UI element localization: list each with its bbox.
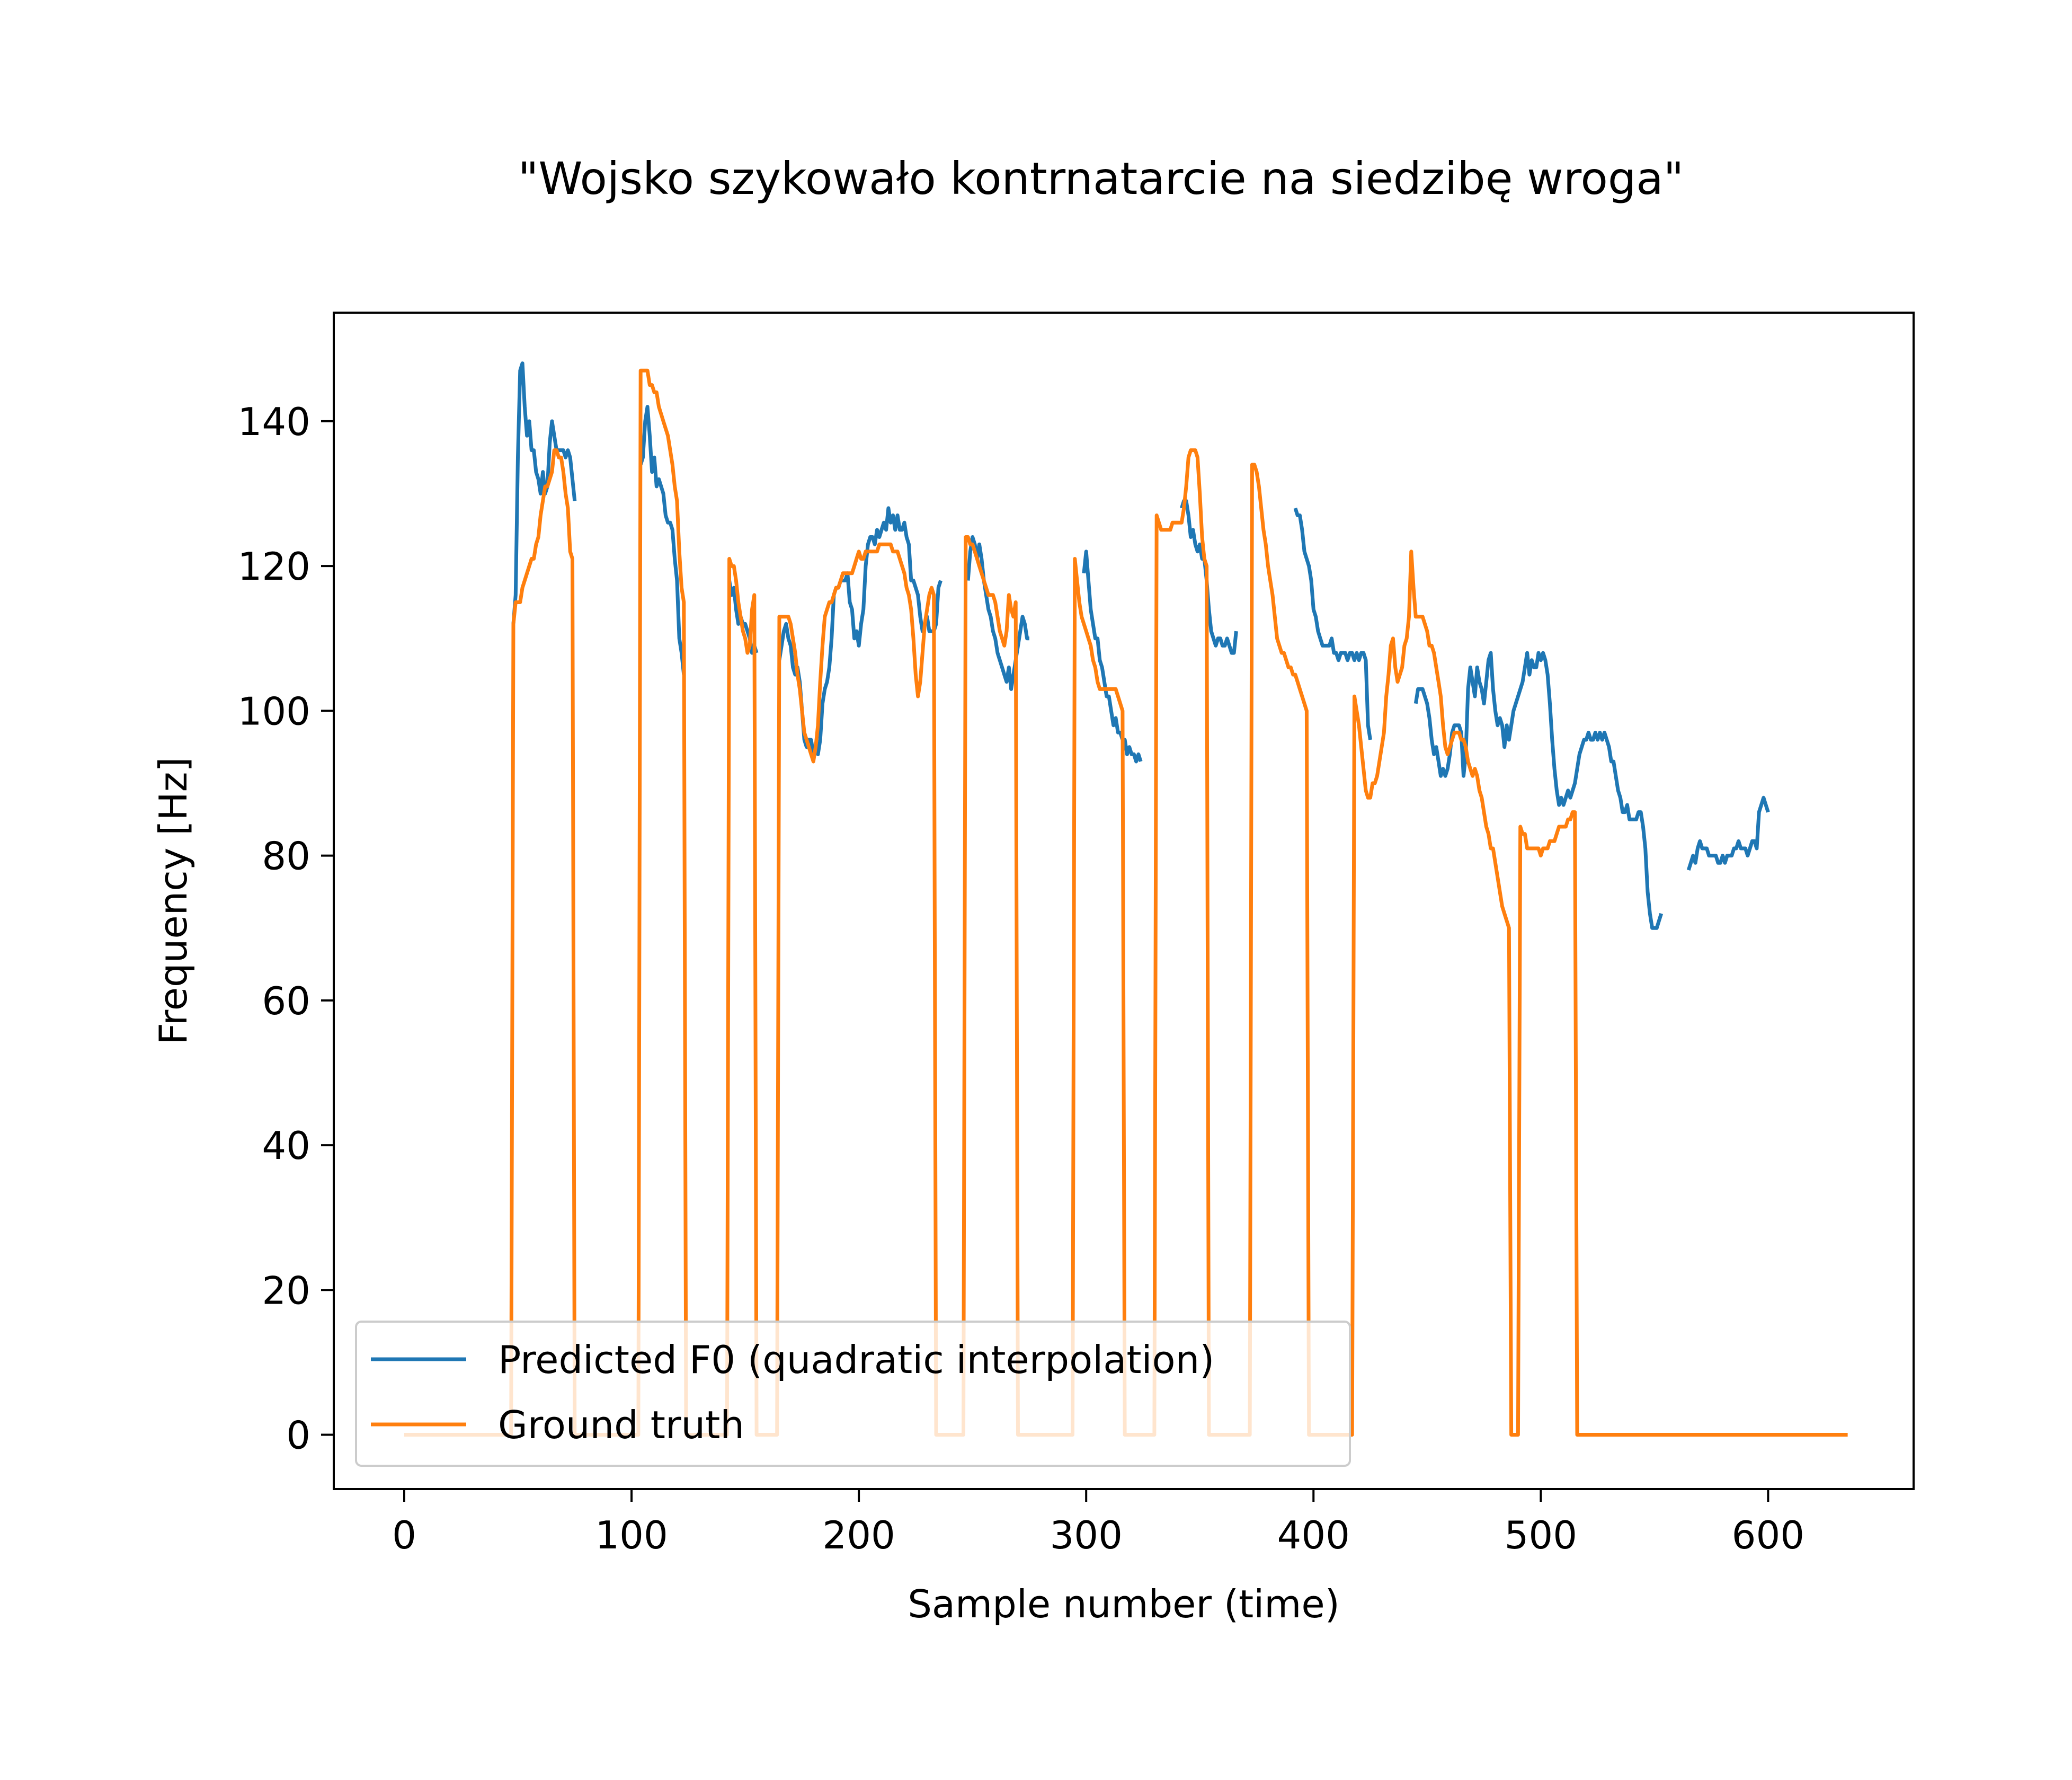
y-tick-label: 140 xyxy=(238,400,310,444)
x-tick-label: 500 xyxy=(1505,1513,1577,1557)
series-predicted-f0-line xyxy=(1686,795,1770,871)
series-predicted-f0-line xyxy=(638,405,686,675)
y-tick-label: 60 xyxy=(262,979,310,1023)
plot-area xyxy=(404,361,1848,1437)
y-tick-label: 40 xyxy=(262,1123,310,1168)
series-predicted-f0-line xyxy=(511,361,577,624)
x-axis-label: Sample number (time) xyxy=(908,1582,1340,1626)
series-predicted-f0-line xyxy=(1413,651,1664,930)
y-tick-label: 120 xyxy=(238,544,310,589)
series-predicted-f0-line xyxy=(1082,550,1143,764)
y-axis-label: Frequency [Hz] xyxy=(151,757,195,1045)
x-tick-label: 100 xyxy=(595,1513,668,1557)
x-tick-label: 400 xyxy=(1277,1513,1350,1557)
legend-label-predicted: Predicted F0 (quadratic interpolation) xyxy=(498,1338,1214,1382)
x-tick-label: 300 xyxy=(1050,1513,1122,1557)
y-tick-label: 0 xyxy=(286,1413,310,1458)
plot-frame xyxy=(333,312,1915,1490)
series-predicted-f0-line xyxy=(1293,507,1372,740)
y-tick-label: 100 xyxy=(238,689,310,733)
chart-title: "Wojsko szykowało kontrnatarcie na siedz… xyxy=(518,153,1684,205)
series-predicted-f0-line xyxy=(1180,499,1238,655)
legend-box xyxy=(355,1321,1351,1467)
y-tick-label: 20 xyxy=(262,1268,310,1313)
legend-label-ground-truth: Ground truth xyxy=(498,1403,744,1447)
x-tick-label: 200 xyxy=(822,1513,895,1557)
x-tick-label: 600 xyxy=(1732,1513,1804,1557)
legend: Predicted F0 (quadratic interpolation) G… xyxy=(355,1321,1351,1467)
series-predicted-f0-line xyxy=(777,506,942,756)
series-ground-truth-line xyxy=(404,368,1848,1437)
x-tick-label: 0 xyxy=(392,1513,416,1557)
axis-ticks: 0 100 200 300 400 500 600 0 20 40 60 80 100 120 140 xyxy=(238,400,1805,1557)
series-predicted-f0-line xyxy=(966,535,1029,691)
y-tick-label: 80 xyxy=(262,834,310,879)
